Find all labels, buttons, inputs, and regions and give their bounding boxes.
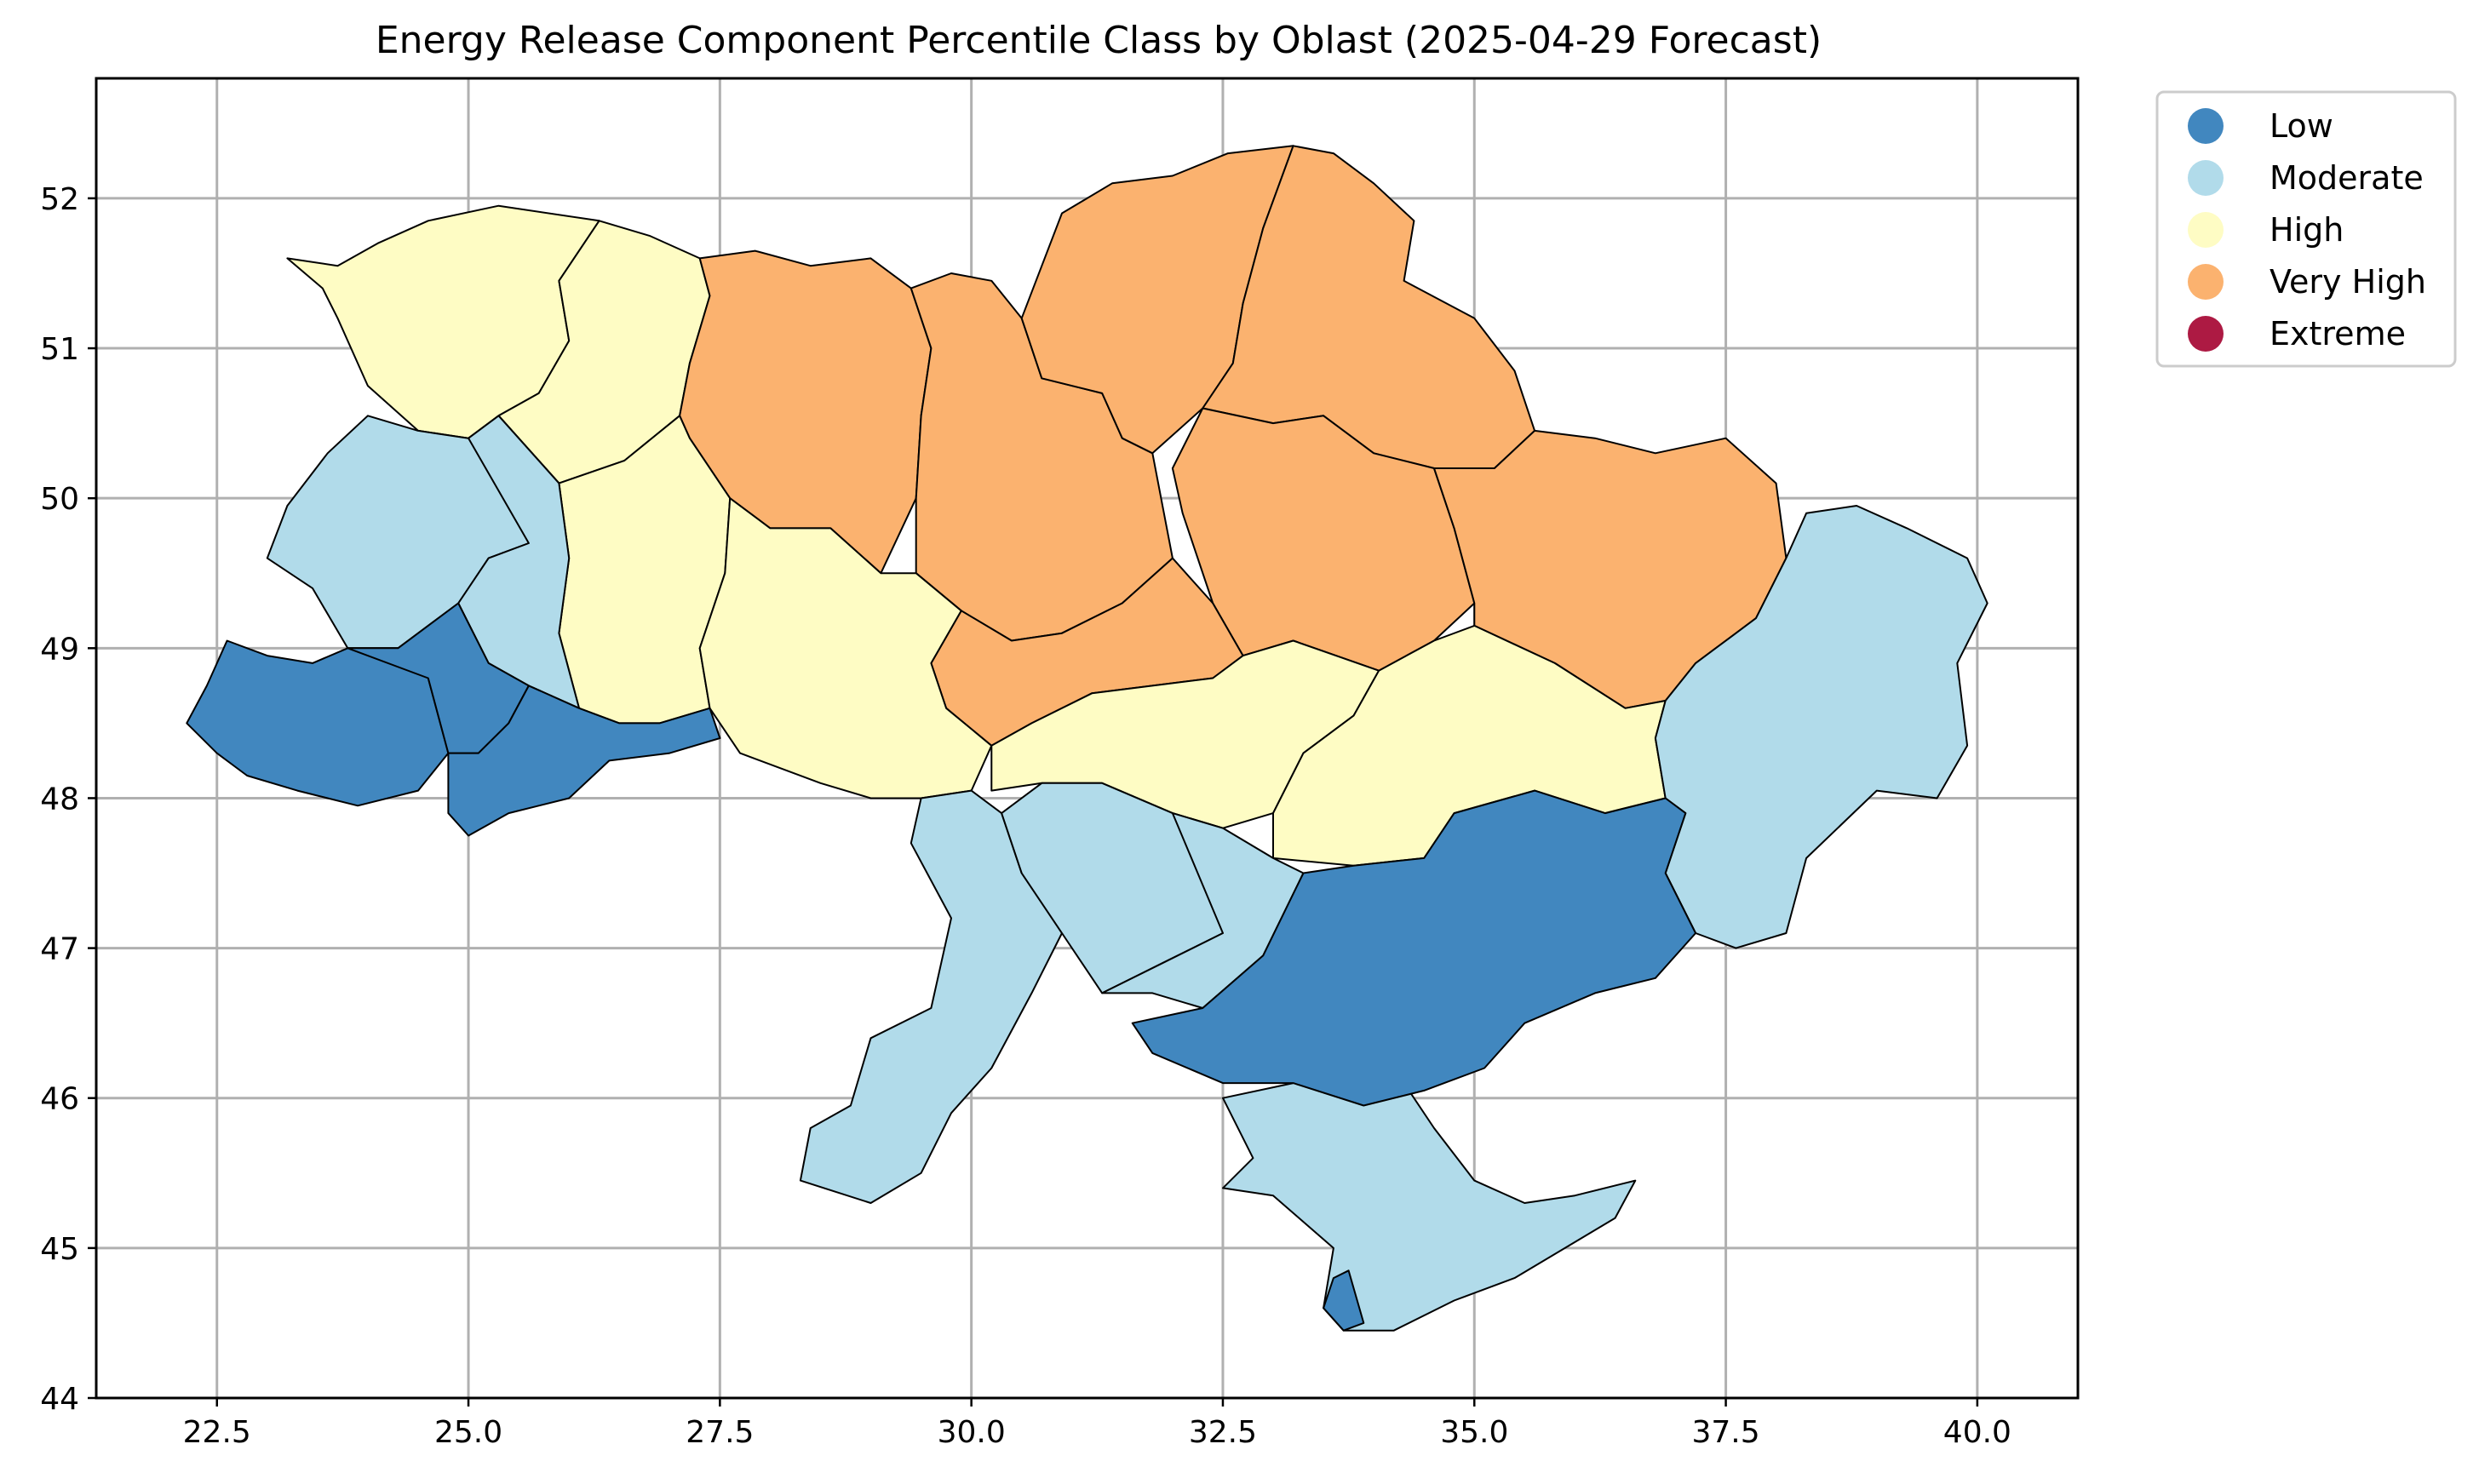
legend-marker-very-high	[2188, 264, 2224, 300]
y-tick-label: 49	[40, 632, 79, 667]
oblast-region-23	[1131, 789, 1697, 1107]
legend-marker-high	[2188, 212, 2224, 248]
legend-label: Extreme	[2270, 315, 2406, 352]
y-tick-label: 47	[40, 932, 79, 967]
legend: Low Moderate High Very High Extreme	[2155, 90, 2457, 368]
y-tick-label: 50	[40, 482, 79, 517]
legend-marker-moderate	[2188, 160, 2224, 196]
x-tick-label: 22.5	[183, 1415, 251, 1450]
x-tick-label: 27.5	[686, 1415, 754, 1450]
y-tick-label: 46	[40, 1082, 79, 1117]
oblast-regions	[186, 145, 1988, 1332]
legend-label: Moderate	[2270, 159, 2424, 197]
y-axis-ticks: 44 45 46 47 48 49 50 51 52	[40, 182, 96, 1417]
x-tick-label: 40.0	[1943, 1415, 2011, 1450]
oblast-region-10	[698, 497, 993, 799]
y-tick-label: 48	[40, 782, 79, 816]
x-tick-label: 25.0	[434, 1415, 502, 1450]
oblast-region-22	[447, 685, 721, 837]
oblast-region-19	[1222, 1067, 1637, 1332]
legend-marker-extreme	[2188, 316, 2224, 352]
x-tick-label: 37.5	[1691, 1415, 1759, 1450]
y-tick-label: 51	[40, 332, 79, 367]
x-tick-label: 35.0	[1440, 1415, 1508, 1450]
y-tick-label: 45	[40, 1232, 79, 1267]
legend-marker-low	[2188, 108, 2224, 144]
legend-label: Low	[2270, 107, 2333, 145]
legend-label: Very High	[2270, 263, 2426, 301]
chart-title: Energy Release Component Percentile Clas…	[376, 19, 1822, 62]
x-tick-label: 30.0	[938, 1415, 1006, 1450]
x-axis-ticks: 22.5 25.0 27.5 30.0 32.5 35.0 37.5 40.0	[183, 1398, 2011, 1450]
legend-frame	[2155, 90, 2457, 368]
plot-frame	[95, 77, 2080, 1400]
legend-label: High	[2270, 211, 2344, 249]
y-tick-label: 44	[40, 1382, 79, 1417]
x-tick-label: 32.5	[1189, 1415, 1257, 1450]
oblast-region-24	[1323, 1269, 1365, 1332]
y-tick-label: 52	[40, 182, 79, 217]
